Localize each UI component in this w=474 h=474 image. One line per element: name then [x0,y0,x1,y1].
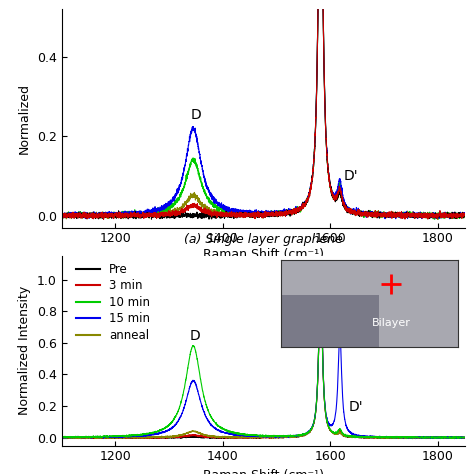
Text: G: G [316,264,327,278]
Text: (a) Single layer graphene: (a) Single layer graphene [183,233,343,246]
Text: D: D [191,109,201,122]
Text: D': D' [349,400,364,414]
Y-axis label: Normalized: Normalized [18,83,31,154]
X-axis label: Raman Shift (cm⁻¹): Raman Shift (cm⁻¹) [202,469,324,474]
Y-axis label: Normalized Intensity: Normalized Intensity [18,286,31,415]
X-axis label: Raman Shift (cm⁻¹): Raman Shift (cm⁻¹) [202,248,324,261]
Legend: Pre, 3 min, 10 min, 15 min, anneal: Pre, 3 min, 10 min, 15 min, anneal [72,258,155,346]
Text: D: D [190,329,200,343]
Text: D': D' [343,169,358,183]
